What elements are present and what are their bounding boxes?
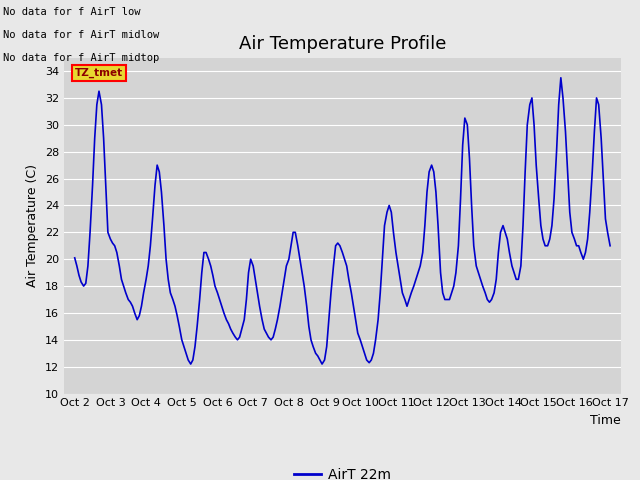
X-axis label: Time: Time	[590, 414, 621, 427]
Text: No data for f AirT midtop: No data for f AirT midtop	[3, 53, 159, 63]
Text: No data for f AirT low: No data for f AirT low	[3, 7, 141, 17]
Legend: AirT 22m: AirT 22m	[288, 462, 397, 480]
Title: Air Temperature Profile: Air Temperature Profile	[239, 35, 446, 53]
Y-axis label: Air Temperature (C): Air Temperature (C)	[26, 164, 39, 287]
Text: TZ_tmet: TZ_tmet	[75, 68, 124, 78]
Text: No data for f AirT midlow: No data for f AirT midlow	[3, 30, 159, 40]
